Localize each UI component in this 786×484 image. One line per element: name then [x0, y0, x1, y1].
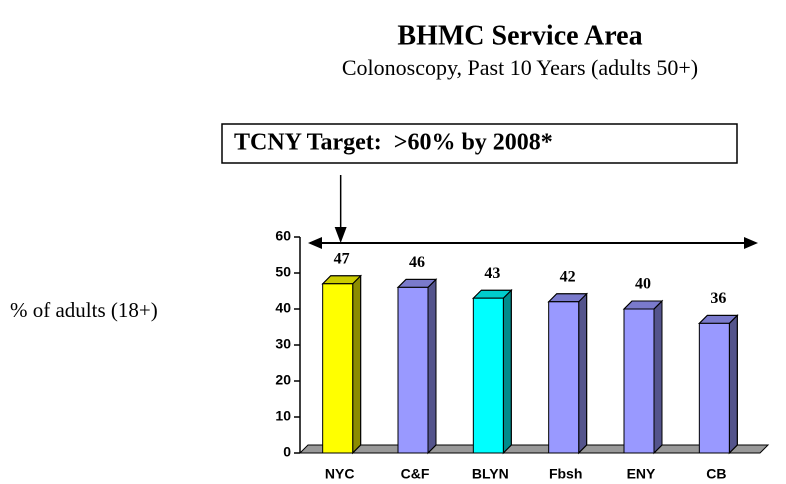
y-tick-label: 40 [275, 300, 291, 316]
y-tick-label: 10 [275, 408, 291, 424]
arrow-head [744, 237, 758, 249]
x-tick-label: Fbsh [549, 466, 582, 482]
x-tick-label: BLYN [472, 466, 509, 482]
chart-subtitle: Colonoscopy, Past 10 Years (adults 50+) [342, 55, 698, 80]
x-tick-label: C&F [401, 466, 430, 482]
floor [298, 444, 770, 454]
data-label: 43 [484, 265, 500, 282]
data-label: 40 [635, 276, 651, 293]
bar-side-shade [427, 278, 437, 455]
annotation: TCNY Target: >60% by 2008* [234, 130, 553, 156]
annotation-box [221, 123, 738, 164]
bar [623, 308, 655, 454]
arrow-head [334, 227, 347, 243]
data-label: 36 [710, 290, 726, 307]
chart-title: BHMC Service Area [397, 20, 642, 51]
bar [698, 322, 730, 454]
bar [548, 301, 580, 454]
bar [472, 297, 504, 454]
y-axis-label: % of adults (18+) [10, 298, 158, 322]
x-tick-label: CB [706, 466, 726, 482]
data-label: 46 [409, 254, 425, 271]
arrow-head [308, 237, 322, 249]
bar-side-shade [502, 288, 512, 455]
y-tick-label: 0 [283, 444, 291, 460]
x-tick-label: ENY [627, 466, 656, 482]
y-tick-label: 50 [275, 264, 291, 280]
data-label: 42 [560, 268, 576, 285]
bar-side-shade [352, 274, 362, 455]
data-label: 47 [334, 250, 350, 267]
bar-side-shade [728, 314, 738, 455]
bar [322, 283, 354, 454]
y-tick-label: 60 [275, 228, 291, 244]
x-tick-label: NYC [325, 466, 355, 482]
bar-side-shade [578, 292, 588, 455]
y-tick-label: 30 [275, 336, 291, 352]
y-tick-label: 20 [275, 372, 291, 388]
bar [397, 286, 429, 454]
bar-side-shade [653, 299, 663, 455]
